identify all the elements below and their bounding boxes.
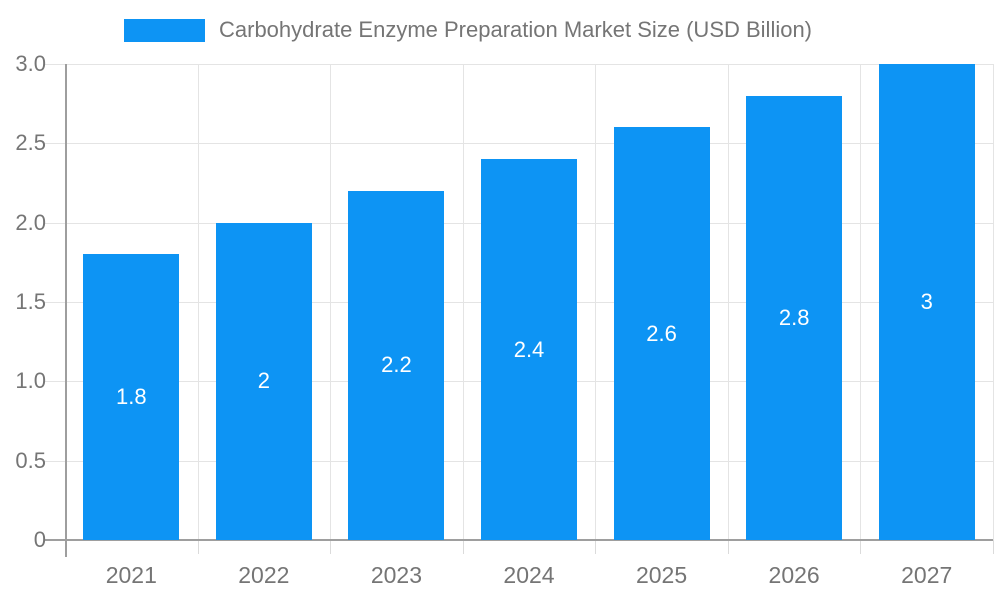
x-axis-tick — [993, 540, 994, 554]
x-tick-label: 2021 — [105, 562, 157, 588]
bar — [878, 64, 975, 540]
bar-value-label: 2.2 — [381, 352, 412, 378]
gridline-vertical — [197, 64, 199, 540]
bar — [613, 127, 710, 540]
y-tick-label: 1.5 — [15, 289, 46, 314]
bar — [746, 95, 843, 540]
chart-legend: Carbohydrate Enzyme Preparation Market S… — [124, 17, 812, 43]
bar — [83, 254, 180, 540]
x-axis-tick — [595, 540, 597, 554]
y-tick-label: 2.5 — [15, 130, 46, 156]
gridline-vertical — [595, 64, 597, 540]
y-tick-label: 1.0 — [15, 368, 46, 394]
y-tick-label: 0.5 — [15, 447, 46, 473]
bar — [215, 222, 312, 540]
gridline-vertical — [330, 64, 332, 540]
chart-title: Carbohydrate Enzyme Preparation Market S… — [219, 17, 813, 42]
bar-value-label: 1.8 — [115, 384, 147, 410]
x-axis-tick — [860, 540, 862, 554]
gridline-horizontal — [45, 64, 993, 65]
bar-value-label: 2.4 — [513, 336, 545, 362]
x-tick-label: 2025 — [635, 562, 688, 588]
x-tick-label: 2026 — [768, 562, 820, 588]
y-tick-label: 3.0 — [15, 51, 46, 76]
plot-area: 1.8 2 2.2 2.4 2.6 2.8 3 — [45, 64, 994, 557]
x-axis-tick — [197, 540, 199, 554]
y-tick-label: 2.0 — [15, 209, 46, 235]
bar-value-label: 3 — [920, 289, 933, 314]
y-axis-line — [65, 64, 67, 557]
x-tick-label: 2023 — [370, 562, 423, 588]
gridline-horizontal — [45, 143, 993, 145]
bar-value-label: 2 — [257, 368, 270, 394]
x-tick-label: 2024 — [503, 562, 555, 588]
gridline-vertical — [727, 64, 729, 540]
gridline-vertical — [860, 64, 862, 540]
x-tick-label: 2027 — [901, 562, 953, 588]
gridline-vertical — [993, 64, 994, 540]
bar-value-label: 2.8 — [778, 304, 810, 330]
bar-value-label: 2.6 — [646, 320, 677, 346]
x-axis-tick — [727, 540, 729, 554]
x-axis-line — [45, 539, 993, 541]
legend-swatch — [124, 18, 205, 42]
x-axis-tick — [462, 540, 464, 554]
gridline-vertical — [462, 64, 464, 540]
x-axis-tick — [330, 540, 332, 554]
y-tick-label: 0 — [33, 527, 46, 552]
x-tick-label: 2022 — [238, 562, 290, 588]
bar — [348, 190, 445, 540]
bar — [481, 159, 577, 540]
